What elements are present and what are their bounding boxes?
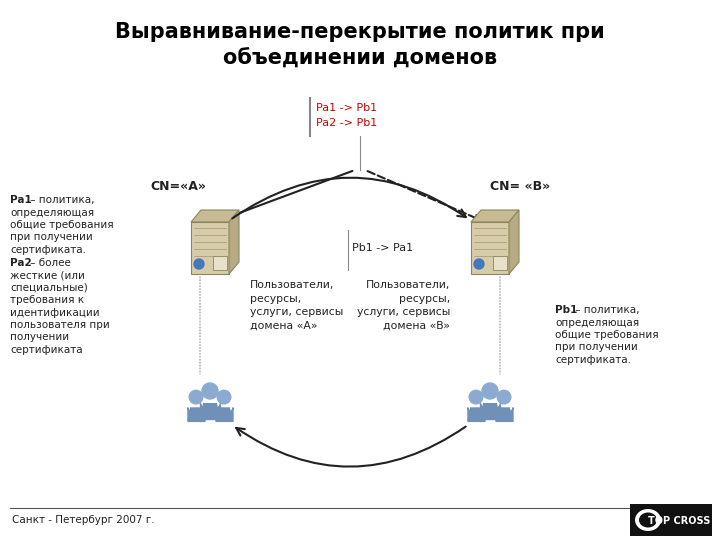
Text: общие требования: общие требования	[10, 220, 114, 230]
Text: сертификата.: сертификата.	[555, 355, 631, 365]
Text: при получении: при получении	[555, 342, 638, 353]
Circle shape	[202, 383, 218, 399]
Text: объединении доменов: объединении доменов	[223, 48, 497, 68]
Polygon shape	[467, 407, 485, 421]
Circle shape	[194, 259, 204, 269]
Text: общие требования: общие требования	[555, 330, 659, 340]
Circle shape	[482, 383, 498, 399]
Polygon shape	[229, 210, 239, 274]
Text: CN=«A»: CN=«A»	[150, 180, 206, 193]
Circle shape	[474, 259, 484, 269]
Polygon shape	[187, 407, 204, 421]
Text: – более: – более	[27, 258, 71, 267]
Text: специальные): специальные)	[10, 282, 88, 293]
Circle shape	[217, 390, 231, 404]
FancyArrowPatch shape	[236, 427, 466, 467]
FancyBboxPatch shape	[493, 256, 507, 270]
Text: определяющая: определяющая	[555, 318, 639, 327]
Circle shape	[189, 390, 203, 404]
FancyArrowPatch shape	[233, 178, 466, 218]
Text: при получении: при получении	[10, 233, 93, 242]
FancyBboxPatch shape	[471, 222, 509, 274]
Polygon shape	[200, 403, 220, 419]
Text: – политика,: – политика,	[27, 195, 95, 205]
Polygon shape	[480, 403, 500, 419]
Ellipse shape	[635, 509, 661, 531]
Text: идентификации: идентификации	[10, 307, 99, 318]
Text: пользователя при: пользователя при	[10, 320, 109, 330]
Text: жесткие (или: жесткие (или	[10, 270, 85, 280]
Text: – политика,: – политика,	[572, 305, 640, 315]
Text: Пользователи,
ресурсы,
услуги, сервисы
домена «A»: Пользователи, ресурсы, услуги, сервисы д…	[250, 280, 343, 331]
Circle shape	[498, 390, 510, 404]
Polygon shape	[191, 210, 239, 222]
Text: требования к: требования к	[10, 295, 84, 305]
Polygon shape	[509, 210, 519, 274]
Text: CN= «B»: CN= «B»	[490, 180, 550, 193]
Text: Выравнивание-перекрытие политик при: Выравнивание-перекрытие политик при	[115, 22, 605, 42]
Text: TOP CROSS: TOP CROSS	[648, 516, 710, 526]
Text: Санкт - Петербург 2007 г.: Санкт - Петербург 2007 г.	[12, 515, 155, 525]
Text: определяющая: определяющая	[10, 207, 94, 218]
Ellipse shape	[639, 512, 657, 528]
Text: Пользователи,
ресурсы,
услуги, сервисы
домена «B»: Пользователи, ресурсы, услуги, сервисы д…	[356, 280, 450, 331]
Text: Pa1 -> Pb1
Pa2 -> Pb1: Pa1 -> Pb1 Pa2 -> Pb1	[316, 103, 377, 128]
Text: Pa2: Pa2	[10, 258, 32, 267]
Circle shape	[469, 390, 483, 404]
Text: Pa1: Pa1	[10, 195, 32, 205]
Text: сертификата.: сертификата.	[10, 245, 86, 255]
Text: Pb1: Pb1	[555, 305, 577, 315]
Polygon shape	[471, 210, 519, 222]
Polygon shape	[215, 407, 233, 421]
Text: получении: получении	[10, 333, 69, 342]
Text: Pb1 -> Pa1: Pb1 -> Pa1	[352, 243, 413, 253]
Polygon shape	[495, 407, 513, 421]
FancyBboxPatch shape	[213, 256, 227, 270]
Text: сертификата: сертификата	[10, 345, 83, 355]
FancyBboxPatch shape	[630, 504, 712, 536]
FancyBboxPatch shape	[191, 222, 229, 274]
